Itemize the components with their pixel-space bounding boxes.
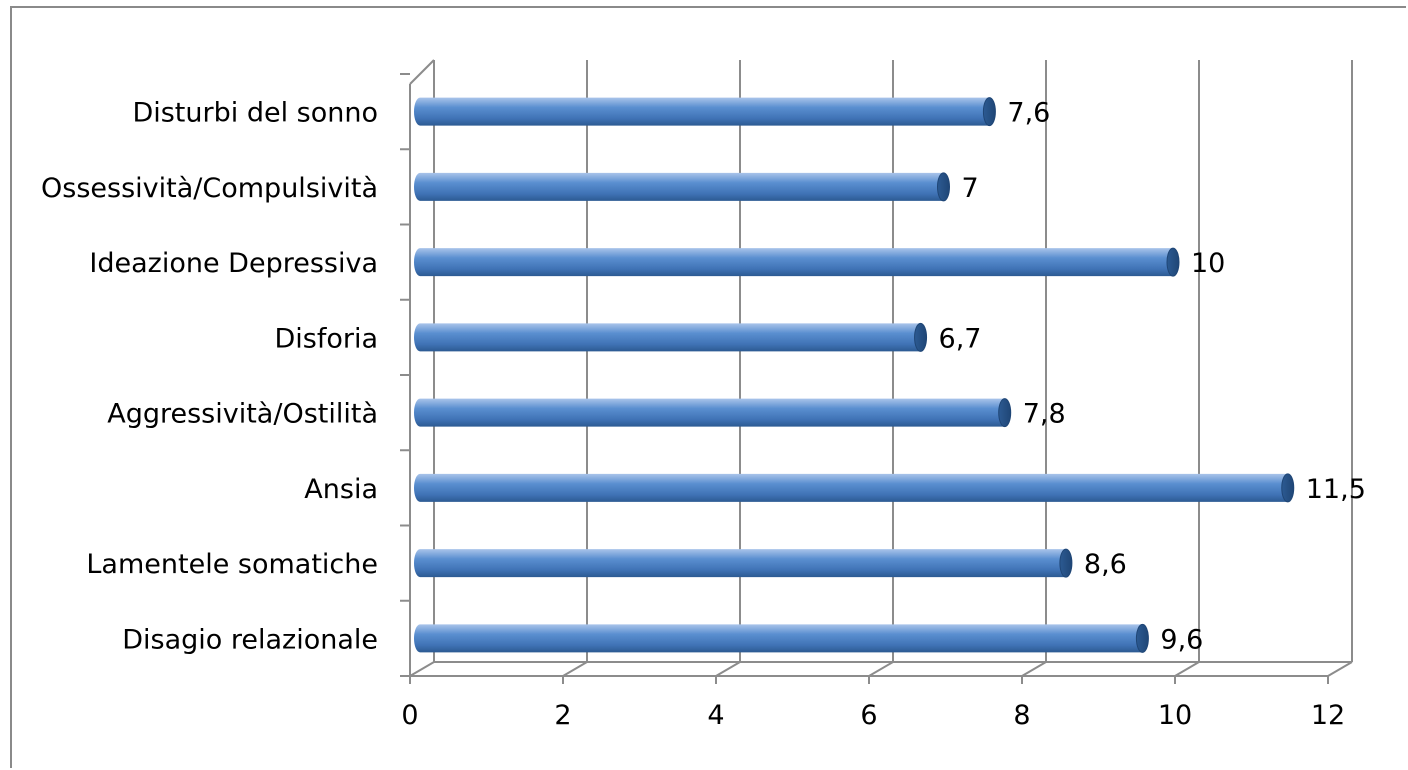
data-label-2: 8,6 xyxy=(1084,549,1127,580)
x-tick-label-12: 12 xyxy=(1311,700,1345,731)
x-tick-label-6: 6 xyxy=(860,700,877,731)
bar-cap-4 xyxy=(998,398,1012,428)
bar-cap-5 xyxy=(914,322,928,352)
bar-1 xyxy=(414,624,1143,653)
data-label-8: 7,6 xyxy=(1007,98,1050,129)
category-label-6: Ideazione Depressiva xyxy=(89,248,378,279)
category-label-1: Disagio relazionale xyxy=(122,624,378,655)
bar-8 xyxy=(414,97,990,126)
floor-line-8 xyxy=(1021,661,1047,677)
bar-cap-3 xyxy=(1281,473,1295,503)
bar-7 xyxy=(414,172,944,201)
floor-line-6 xyxy=(868,661,894,677)
data-label-7: 7 xyxy=(962,173,979,204)
x-tick-label-8: 8 xyxy=(1013,700,1030,731)
bar-6 xyxy=(414,248,1173,277)
floor-line-4 xyxy=(715,661,741,677)
category-label-5: Disforia xyxy=(274,323,378,354)
bar-layer xyxy=(414,97,1295,653)
floor-line-10 xyxy=(1174,661,1200,677)
x-tick-label-0: 0 xyxy=(401,700,418,731)
data-label-1: 9,6 xyxy=(1160,624,1203,655)
x-tick-label-4: 4 xyxy=(707,700,724,731)
bar-3 xyxy=(414,473,1288,502)
data-label-4: 7,8 xyxy=(1023,399,1066,430)
floor-line-12 xyxy=(1327,661,1353,677)
bar-cap-2 xyxy=(1059,548,1073,578)
x-tick-label-10: 10 xyxy=(1158,700,1192,731)
floor-line-0 xyxy=(409,661,435,677)
label-layer: 0 2 4 6 8 10 12 Disagio relazionale 9,6 Lamentele… xyxy=(41,98,1366,731)
data-label-5: 6,7 xyxy=(939,323,982,354)
bar-5 xyxy=(414,323,921,352)
category-label-3: Ansia xyxy=(304,474,378,505)
chart-frame xyxy=(10,6,1406,768)
bar-cap-7 xyxy=(937,172,950,202)
bar-cap-1 xyxy=(1135,623,1149,653)
category-label-7: Ossessività/Compulsività xyxy=(41,173,378,204)
category-label-8: Disturbi del sonno xyxy=(132,98,378,129)
category-label-2: Lamentele somatiche xyxy=(86,549,378,580)
x-tick-label-2: 2 xyxy=(554,700,571,731)
data-label-6: 10 xyxy=(1191,248,1225,279)
data-label-3: 11,5 xyxy=(1306,474,1366,505)
category-label-4: Aggressività/Ostilità xyxy=(107,399,378,430)
grid-layer xyxy=(400,59,1353,684)
bar-cap-6 xyxy=(1166,247,1180,277)
bar-4 xyxy=(414,398,1005,427)
y-axis-top-edge xyxy=(409,59,435,85)
bar-cap-8 xyxy=(982,97,996,127)
bar-2 xyxy=(414,549,1066,578)
floor-line-2 xyxy=(562,661,588,677)
